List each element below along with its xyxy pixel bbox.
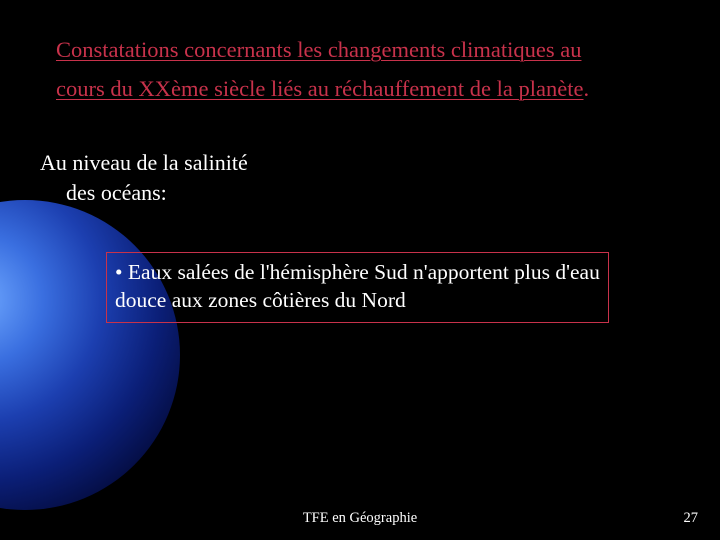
content-box: • Eaux salées de l'hémisphère Sud n'appo… — [106, 252, 609, 323]
title-line2-tail: . — [583, 76, 589, 101]
subheading: Au niveau de la salinité des océans: — [40, 148, 248, 207]
footer-center: TFE en Géographie — [0, 510, 720, 527]
title-line2: cours du XXème siècle liés au réchauffem… — [56, 76, 583, 101]
subheading-line2: des océans: — [40, 178, 248, 208]
subheading-line1: Au niveau de la salinité — [40, 150, 248, 175]
box-text: • Eaux salées de l'hémisphère Sud n'appo… — [115, 260, 600, 312]
slide-title: Constatations concernants les changement… — [56, 30, 666, 109]
page-number: 27 — [684, 510, 699, 527]
title-line1: Constatations concernants les changement… — [56, 37, 581, 62]
decorative-sphere — [0, 200, 180, 510]
